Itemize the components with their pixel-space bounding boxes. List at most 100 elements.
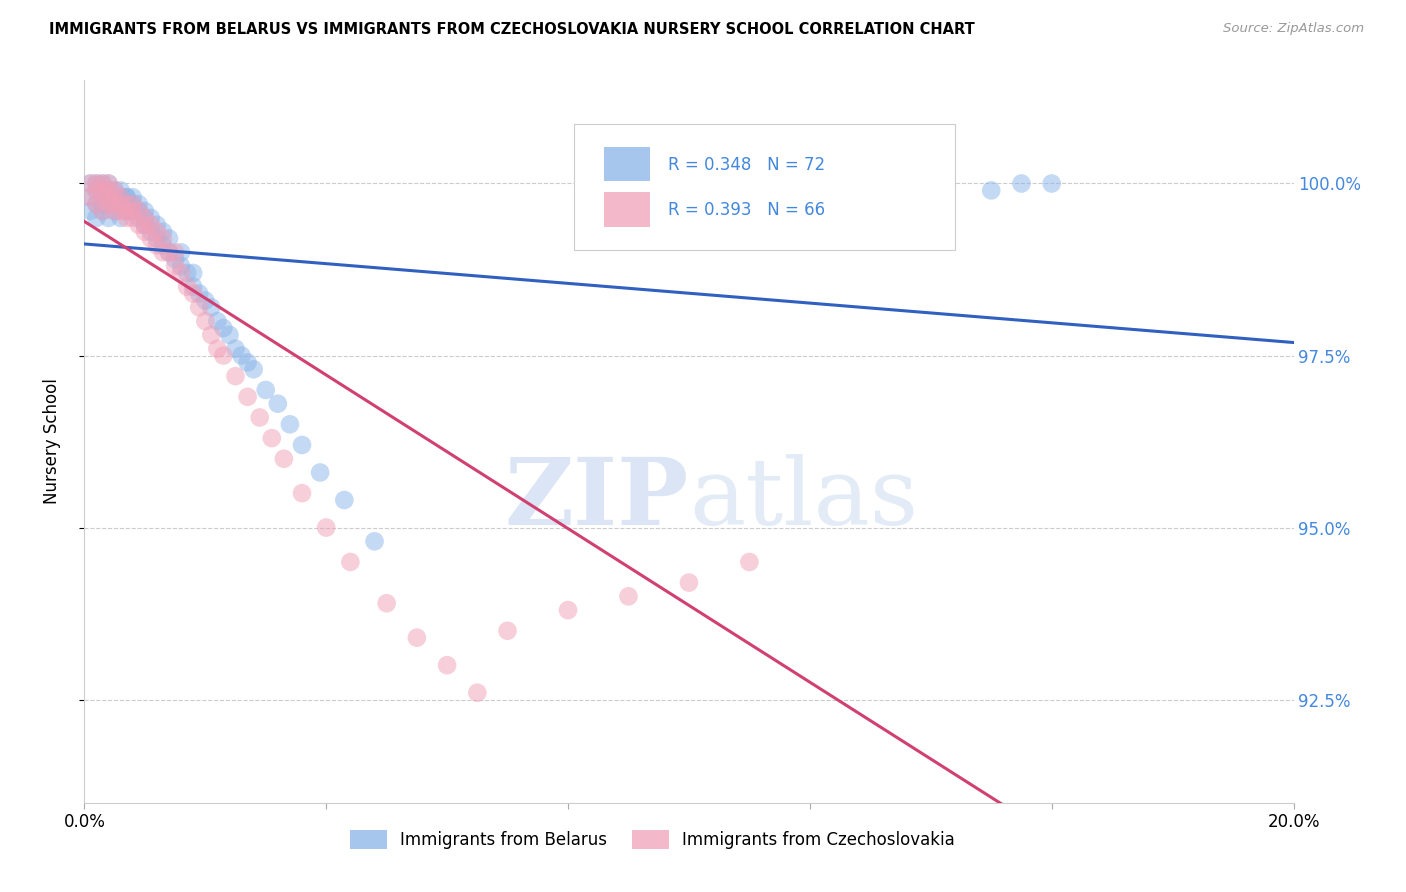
- Point: [104, 190, 127, 204]
- Point: [315, 520, 337, 534]
- Point: [110, 211, 132, 225]
- Point: [139, 211, 162, 225]
- Point: [121, 197, 143, 211]
- Point: [134, 204, 156, 219]
- Point: [86, 183, 108, 197]
- Point: [188, 301, 211, 315]
- Point: [212, 321, 235, 335]
- Point: [97, 177, 120, 191]
- Point: [273, 451, 295, 466]
- Point: [97, 190, 120, 204]
- Point: [375, 596, 398, 610]
- Point: [128, 204, 150, 219]
- Text: R = 0.348   N = 72: R = 0.348 N = 72: [668, 156, 825, 174]
- Point: [738, 555, 761, 569]
- Point: [678, 575, 700, 590]
- Point: [121, 190, 143, 204]
- Point: [207, 342, 229, 356]
- Point: [165, 252, 187, 267]
- Point: [291, 438, 314, 452]
- Point: [91, 204, 114, 219]
- Point: [236, 390, 259, 404]
- Point: [91, 177, 114, 191]
- Point: [91, 177, 114, 191]
- Point: [86, 177, 108, 191]
- Point: [139, 231, 162, 245]
- Point: [339, 555, 361, 569]
- Point: [110, 197, 132, 211]
- Point: [104, 190, 127, 204]
- Point: [110, 204, 132, 219]
- Point: [165, 245, 187, 260]
- Point: [194, 314, 217, 328]
- Point: [181, 286, 204, 301]
- Point: [181, 266, 204, 280]
- Bar: [605, 193, 650, 227]
- Point: [86, 197, 108, 211]
- Point: [152, 245, 174, 260]
- Point: [134, 218, 156, 232]
- Point: [170, 266, 193, 280]
- Point: [157, 231, 180, 245]
- Point: [86, 183, 108, 197]
- Point: [128, 211, 150, 225]
- Point: [121, 204, 143, 219]
- Point: [146, 218, 169, 232]
- Point: [121, 197, 143, 211]
- Y-axis label: Nursery School: Nursery School: [42, 378, 60, 505]
- Point: [91, 197, 114, 211]
- Point: [97, 183, 120, 197]
- Point: [97, 197, 120, 211]
- Point: [231, 349, 253, 363]
- Point: [115, 204, 138, 219]
- Point: [97, 183, 120, 197]
- Point: [436, 658, 458, 673]
- Point: [91, 204, 114, 219]
- Point: [104, 197, 127, 211]
- Point: [200, 301, 222, 315]
- Point: [97, 177, 120, 191]
- Bar: [605, 147, 650, 181]
- Point: [104, 183, 127, 197]
- Point: [79, 190, 101, 204]
- Point: [91, 183, 114, 197]
- Point: [115, 211, 138, 225]
- Point: [134, 211, 156, 225]
- Point: [104, 204, 127, 219]
- Point: [920, 177, 942, 191]
- Point: [97, 190, 120, 204]
- Point: [1040, 177, 1063, 191]
- Point: [91, 190, 114, 204]
- Point: [97, 197, 120, 211]
- Point: [146, 231, 169, 245]
- Point: [170, 259, 193, 273]
- Point: [157, 245, 180, 260]
- Point: [110, 190, 132, 204]
- Point: [79, 190, 101, 204]
- Point: [110, 190, 132, 204]
- Point: [139, 218, 162, 232]
- Point: [165, 259, 187, 273]
- Point: [146, 225, 169, 239]
- Point: [115, 190, 138, 204]
- Point: [225, 342, 247, 356]
- Point: [218, 327, 240, 342]
- Point: [267, 397, 290, 411]
- Point: [249, 410, 271, 425]
- Point: [139, 225, 162, 239]
- Point: [104, 183, 127, 197]
- Point: [104, 204, 127, 219]
- Point: [617, 590, 640, 604]
- Point: [79, 177, 101, 191]
- Point: [496, 624, 519, 638]
- Point: [278, 417, 301, 432]
- Point: [363, 534, 385, 549]
- Point: [110, 197, 132, 211]
- Point: [242, 362, 264, 376]
- Point: [115, 190, 138, 204]
- Point: [309, 466, 332, 480]
- Point: [188, 286, 211, 301]
- Point: [121, 211, 143, 225]
- Point: [128, 197, 150, 211]
- Point: [200, 327, 222, 342]
